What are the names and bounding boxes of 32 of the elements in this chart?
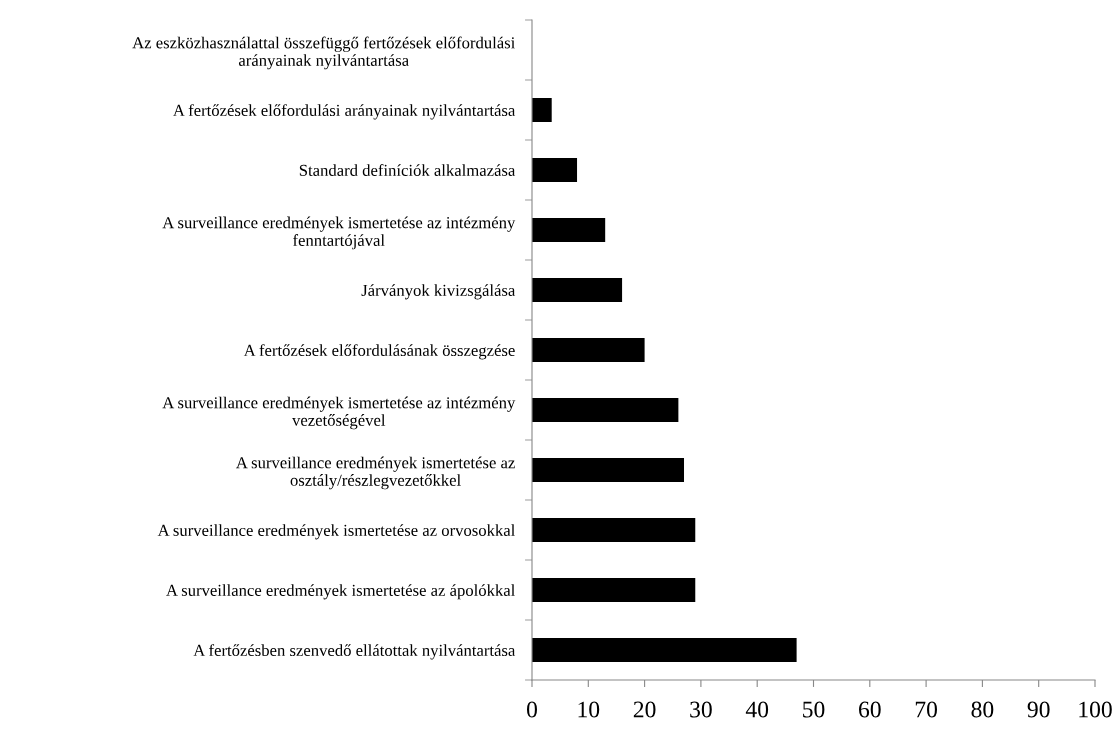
y-tick-label: A surveillance eredmények ismertetése az intézmény vezetőségével (162, 396, 516, 430)
x-tick-label: 50 (803, 701, 825, 718)
bar (532, 398, 679, 422)
x-tick-label: 10 (578, 701, 600, 718)
x-tick-label: 40 (745, 701, 769, 718)
x-tick-label: 0 (527, 701, 537, 718)
bar (532, 278, 623, 302)
y-tick-label: A fertőzések előfordulásának összegzése (243, 344, 515, 360)
bar (532, 578, 696, 602)
bar (532, 638, 797, 662)
x-tick-label: 20 (633, 701, 656, 718)
y-tick-label: Járványok kivizsgálása (361, 284, 516, 300)
bar (532, 98, 552, 122)
bar (532, 158, 578, 182)
bar (532, 338, 645, 362)
y-tick-label: A fertőzésben szenvedő ellátottak nyilvántartása (193, 644, 516, 660)
x-tick-label: 60 (859, 701, 881, 718)
x-tick-label: 80 (971, 701, 994, 718)
y-tick-label: A fertőzések előfordulási arányainak nyilvántartása (173, 104, 516, 120)
y-tick-label: A surveillance eredmények ismertetése az osztály/részlegvezetőkkel (235, 456, 515, 490)
x-tick-label: 70 (915, 701, 938, 718)
bar (532, 458, 685, 482)
x-tick-label: 100 (1079, 701, 1112, 718)
y-tick-label: A surveillance eredmények ismertetése az intézmény fenntartójával (162, 216, 516, 250)
y-tick-label: Standard definíciók alkalmazása (299, 164, 516, 176)
y-tick-label: A surveillance eredmények ismertetése az orvosokkal (157, 524, 515, 540)
x-tick-label: 30 (690, 701, 712, 718)
x-tick-label: 90 (1027, 701, 1050, 718)
bar (532, 518, 696, 542)
bar (532, 218, 606, 242)
y-tick-label: A surveillance eredmények ismertetése az ápolókkal (166, 584, 515, 600)
y-tick-label: Az eszközhasználattal összefüggő fertőzések előfordulási arányainak nyilvántartása (132, 36, 515, 70)
